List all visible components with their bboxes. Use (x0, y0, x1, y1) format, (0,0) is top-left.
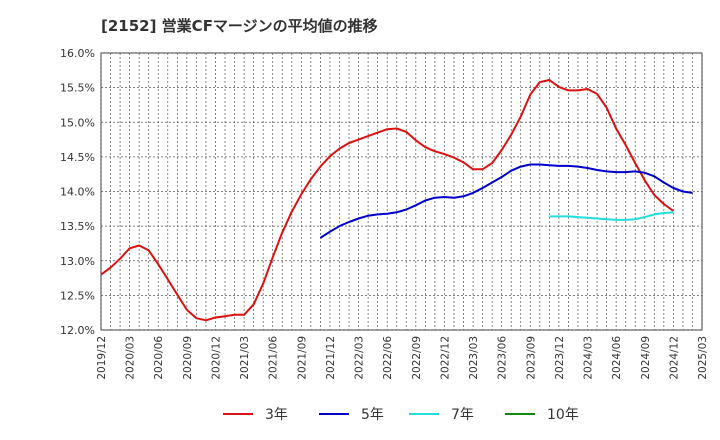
series-line-5年 (319, 163, 693, 239)
x-tick-label: 2021/09 (296, 336, 308, 380)
x-tick-label: 2023/09 (525, 336, 537, 380)
y-tick-label: 14.0% (60, 186, 95, 199)
legend: 3年 5年 7年 10年 (223, 407, 579, 423)
legend-label: 7年 (451, 407, 474, 423)
x-tick-label: 2023/06 (497, 336, 509, 380)
x-tick-label: 2022/09 (411, 336, 423, 380)
legend-label: 10年 (547, 407, 579, 423)
x-axis-ticks: 2019/12 2020/03 2020/06 2020/09 2020/12 2021/… (96, 336, 709, 380)
x-tick-label: 2024/12 (668, 336, 680, 380)
y-tick-label: 12.0% (60, 324, 95, 337)
legend-label: 3年 (265, 407, 288, 423)
y-tick-label: 14.5% (60, 151, 95, 164)
x-tick-label: 2022/12 (439, 336, 451, 380)
y-tick-label: 15.5% (60, 82, 95, 95)
x-tick-label: 2023/03 (468, 336, 480, 380)
y-tick-label: 13.0% (60, 255, 95, 268)
x-tick-label: 2019/12 (96, 336, 108, 380)
x-tick-label: 2021/12 (325, 336, 337, 380)
chart-title: [2152] 営業CFマージンの平均値の推移 (101, 17, 378, 35)
x-tick-label: 2022/06 (382, 336, 394, 380)
x-tick-label: 2020/12 (210, 336, 222, 380)
x-tick-label: 2020/06 (153, 336, 165, 380)
y-tick-label: 15.0% (60, 116, 95, 129)
grid-lines (100, 52, 703, 331)
x-tick-label: 2024/09 (640, 336, 652, 380)
x-tick-label: 2021/03 (239, 336, 251, 380)
x-tick-label: 2021/06 (268, 336, 280, 380)
x-tick-label: 2024/06 (611, 336, 623, 380)
x-tick-label: 2024/03 (583, 336, 595, 380)
x-tick-label: 2020/09 (182, 336, 194, 380)
y-tick-label: 16.0% (60, 47, 95, 60)
x-tick-label: 2020/03 (125, 336, 137, 380)
series-lines (100, 79, 693, 322)
y-tick-label: 12.5% (60, 289, 95, 302)
x-tick-label: 2022/03 (354, 336, 366, 380)
y-axis-ticks: 16.0% 15.5% 15.0% 14.5% 14.0% 13.5% 13.0% 12.5%… (60, 47, 95, 337)
x-tick-label: 2023/12 (554, 336, 566, 380)
y-tick-label: 13.5% (60, 220, 95, 233)
x-tick-label: 2025/03 (697, 336, 709, 380)
series-line-7年 (549, 211, 674, 221)
series-line-3年 (100, 79, 674, 322)
legend-label: 5年 (361, 407, 384, 423)
